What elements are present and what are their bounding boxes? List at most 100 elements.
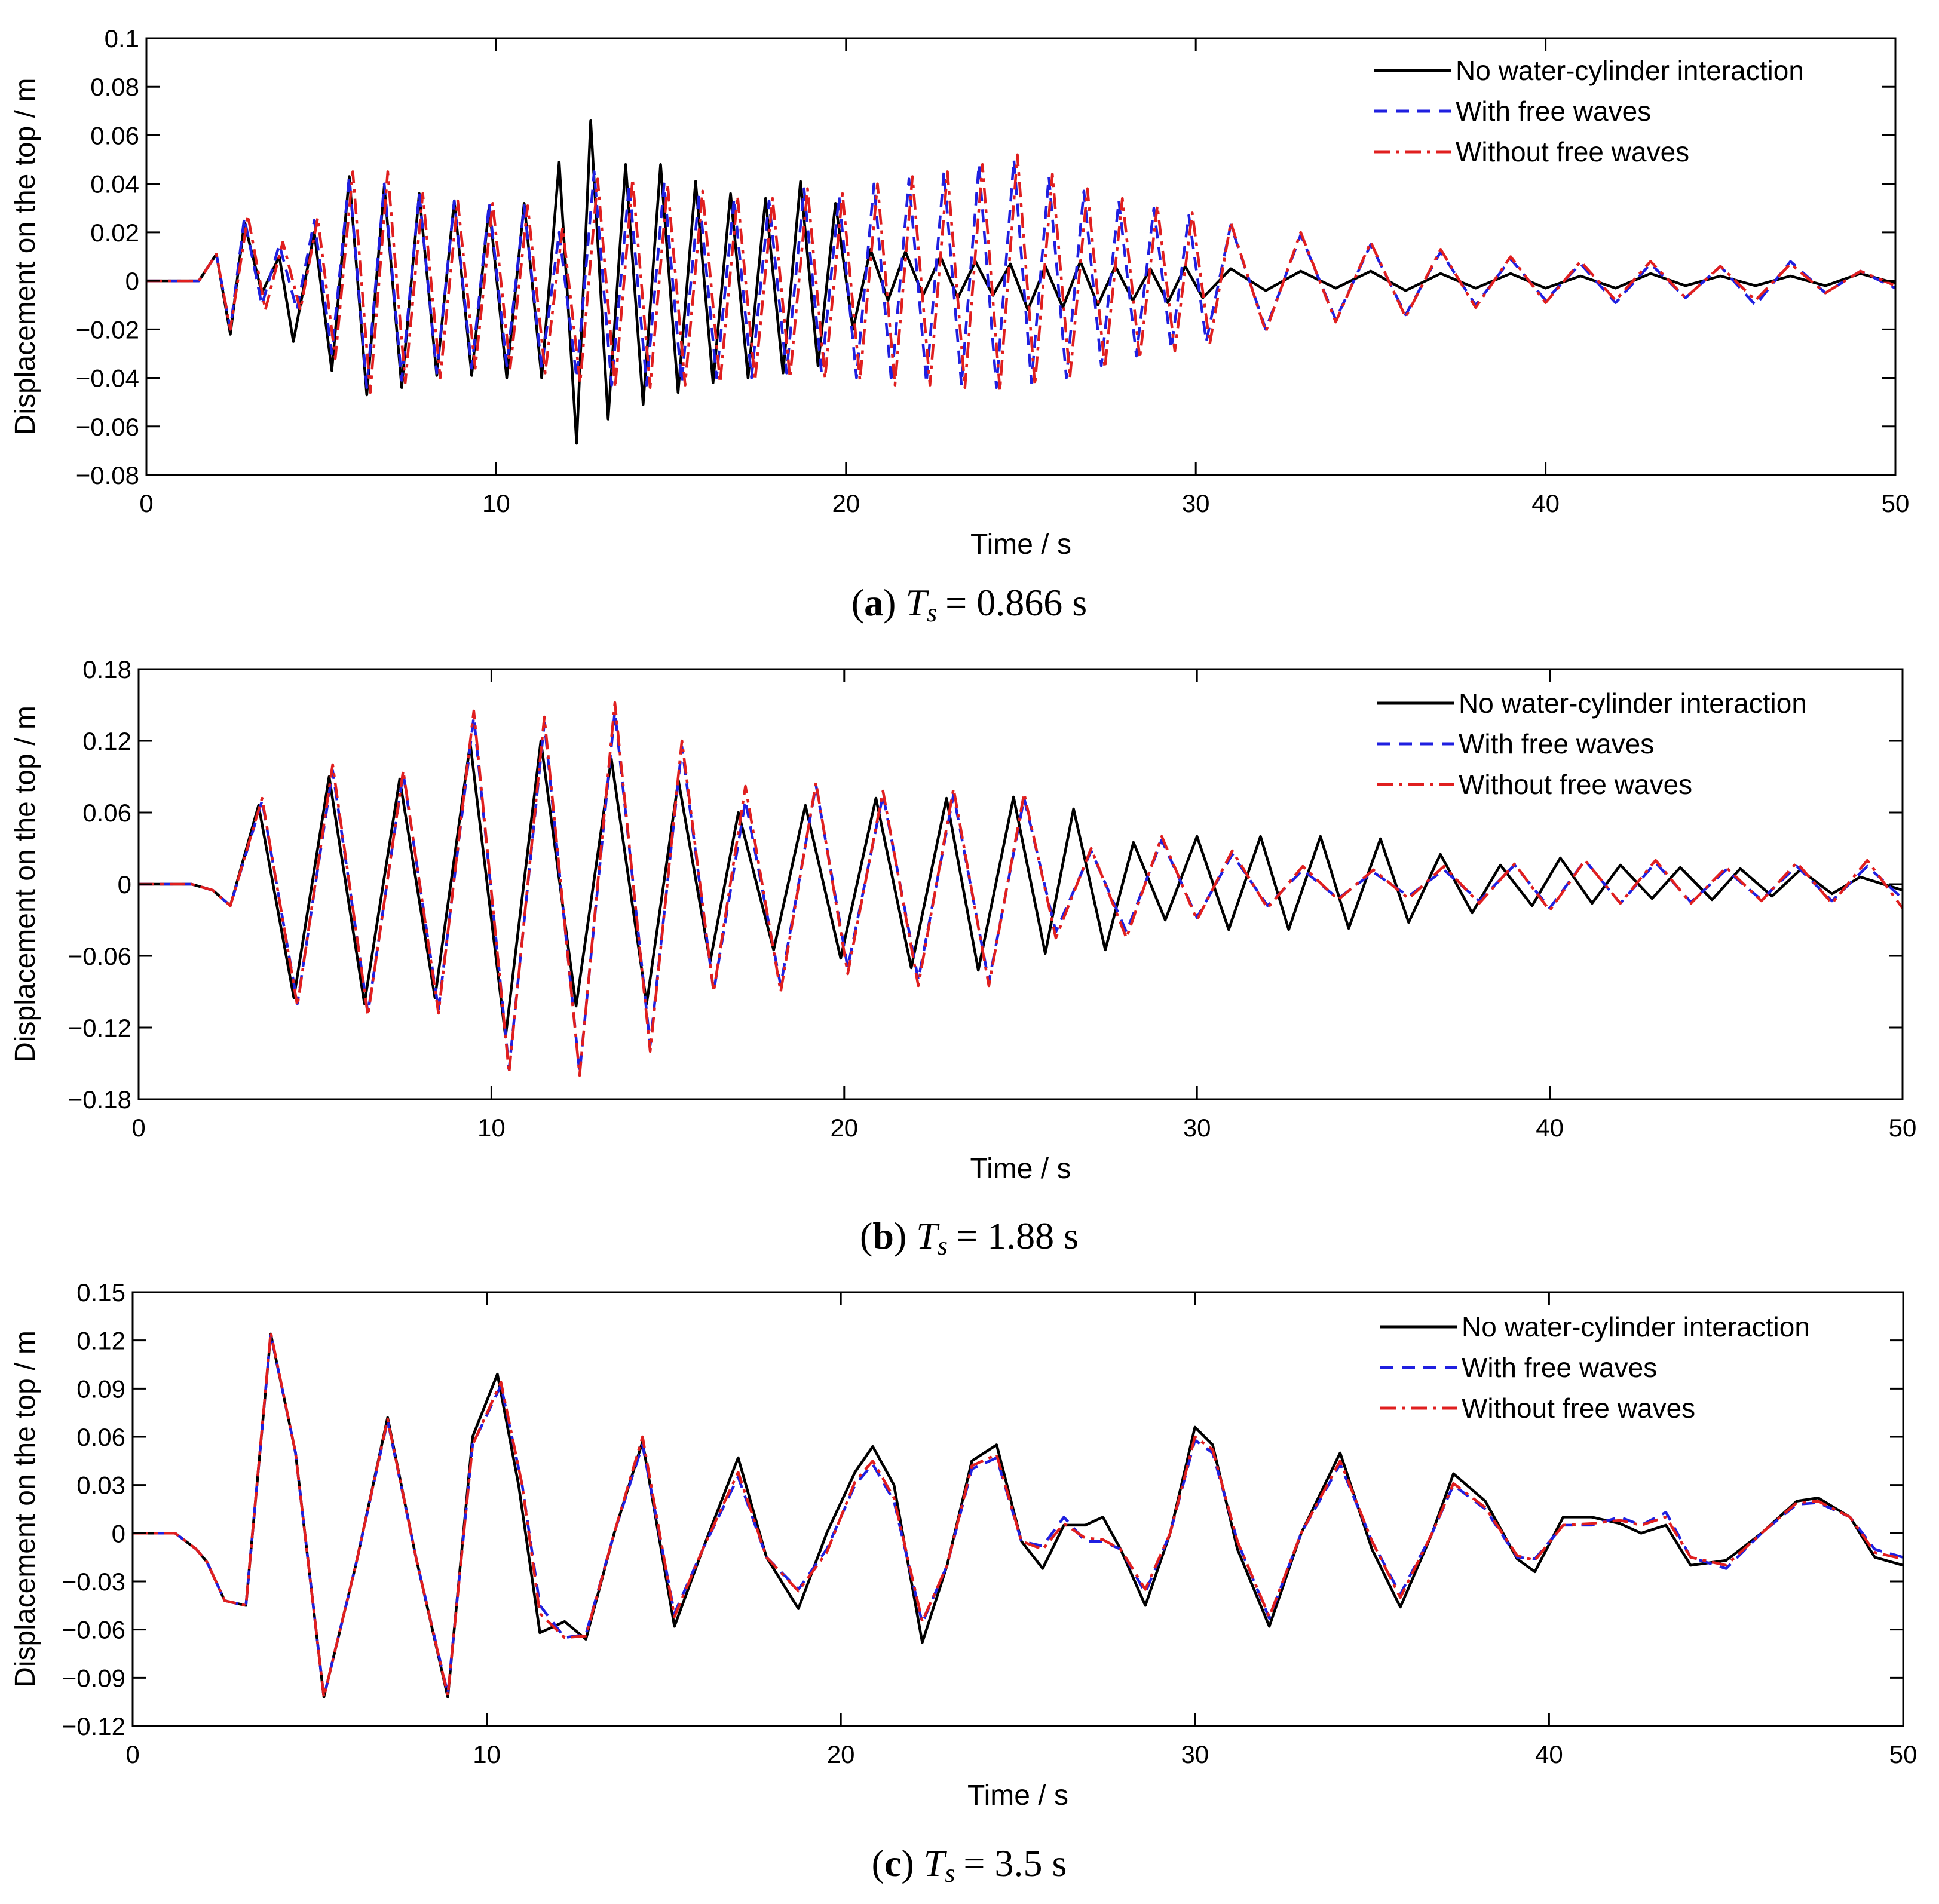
x-tick-label: 30 — [1181, 1740, 1209, 1768]
y-axis-title: Displacement on the top / m — [10, 706, 41, 1063]
y-tick-label: 0.18 — [82, 655, 131, 683]
y-tick-label: 0.06 — [76, 1423, 125, 1451]
y-tick-label: 0.15 — [76, 1278, 125, 1307]
legend-label: No water-cylinder interaction — [1462, 1311, 1810, 1342]
series-line-dashed — [139, 709, 1903, 1075]
y-tick-label: 0 — [112, 1519, 125, 1547]
series-line-dashed — [133, 1332, 1903, 1698]
legend-label: No water-cylinder interaction — [1456, 55, 1804, 86]
caption-paren-open: ( — [860, 1215, 872, 1257]
plot-frame — [145, 37, 1897, 476]
y-axis-title: Displacement on the top / m — [10, 78, 41, 436]
y-tick-label: 0.04 — [90, 170, 139, 198]
y-tick-label: −0.03 — [62, 1568, 125, 1596]
caption-paren-close: ) — [883, 581, 905, 624]
caption-panel-label: b — [872, 1215, 894, 1257]
y-tick-label: −0.09 — [62, 1664, 125, 1692]
x-tick-label: 20 — [830, 1114, 858, 1142]
y-tick-label: 0.06 — [90, 121, 139, 149]
chart-panel-c: 0 10 20 30 40 50 −0.12 −0.09 −0.06 −0.03 0 0.03 0.06… — [10, 1278, 1917, 1888]
legend-label: Without free waves — [1456, 136, 1689, 167]
x-tick-label: 40 — [1535, 1740, 1563, 1768]
chart-panel-b: 0 10 20 30 40 50 −0.18 −0.12 −0.06 0 0.06 0.12 0.18 T… — [10, 655, 1916, 1261]
y-tick-label: 0.06 — [82, 799, 131, 827]
legend-label: Without free waves — [1459, 769, 1692, 800]
caption-paren-open: ( — [851, 581, 864, 624]
x-tick-label: 0 — [125, 1740, 139, 1768]
caption-panel-label: c — [884, 1842, 901, 1884]
x-tick-label: 20 — [827, 1740, 855, 1768]
caption-variable: T — [905, 581, 929, 624]
y-tick-label: 0.09 — [76, 1375, 125, 1403]
plot-frame — [131, 1291, 1904, 1727]
series-group — [146, 119, 1895, 445]
series-group — [139, 701, 1903, 1077]
legend-label: Without free waves — [1462, 1393, 1695, 1424]
y-tick-label: −0.12 — [68, 1014, 131, 1042]
y-tick-label: −0.06 — [76, 413, 139, 441]
y-tick-label: 0.02 — [90, 219, 139, 247]
legend: No water-cylinder interaction With free w… — [1377, 688, 1807, 800]
x-axis-title: Time / s — [970, 1153, 1071, 1185]
y-tick-label: −0.02 — [76, 315, 139, 344]
x-tick-label: 50 — [1889, 1740, 1917, 1768]
legend-label: No water-cylinder interaction — [1459, 688, 1807, 719]
caption-subscript: s — [927, 598, 937, 627]
y-tick-label: 0.12 — [82, 727, 131, 755]
caption-paren-close: ) — [901, 1842, 923, 1884]
y-tick-label: 0.1 — [105, 24, 139, 53]
caption-panel-label: a — [864, 581, 883, 624]
x-tick-label: 10 — [477, 1114, 506, 1142]
y-tick-label: 0.08 — [90, 73, 139, 101]
series-line-dashdot — [146, 153, 1895, 394]
x-tick-label: 10 — [482, 489, 510, 517]
x-tick-label: 30 — [1183, 1114, 1211, 1142]
y-tick-label: 0.03 — [76, 1471, 125, 1500]
y-tick-label: −0.18 — [68, 1086, 131, 1114]
legend-label: With free waves — [1459, 728, 1654, 759]
x-tick-label: 50 — [1882, 489, 1910, 517]
y-tick-label: −0.06 — [68, 942, 131, 970]
x-tick-label: 10 — [473, 1740, 501, 1768]
x-axis-title: Time / s — [970, 529, 1071, 560]
x-tick-label: 0 — [139, 489, 153, 517]
y-tick-label: −0.06 — [62, 1616, 125, 1644]
x-tick-label: 40 — [1536, 1114, 1564, 1142]
x-tick-label: 30 — [1182, 489, 1210, 517]
series-line-solid — [139, 739, 1903, 1039]
panel-caption: (b) Ts = 1.88 s — [860, 1215, 1079, 1261]
legend-label: With free waves — [1456, 96, 1651, 127]
y-tick-label: 0 — [118, 870, 131, 899]
caption-subscript: s — [945, 1859, 955, 1888]
caption-subscript: s — [938, 1231, 948, 1261]
series-group — [133, 1330, 1903, 1698]
x-tick-label: 50 — [1889, 1114, 1917, 1142]
x-tick-label: 40 — [1531, 489, 1560, 517]
y-tick-label: −0.12 — [62, 1712, 125, 1740]
x-axis-title: Time / s — [967, 1780, 1068, 1811]
x-tick-label: 0 — [131, 1114, 145, 1142]
caption-paren-open: ( — [872, 1842, 884, 1884]
caption-variable: T — [916, 1215, 940, 1257]
caption-value: = 3.5 s — [963, 1842, 1067, 1884]
caption-paren-close: ) — [894, 1215, 916, 1257]
y-axis-title: Displacement on the top / m — [10, 1330, 41, 1688]
series-line-dashdot — [139, 701, 1903, 1077]
y-tick-label: −0.08 — [76, 461, 139, 489]
caption-variable: T — [924, 1842, 948, 1884]
caption-value: = 0.866 s — [945, 581, 1087, 624]
legend: No water-cylinder interaction With free w… — [1380, 1311, 1810, 1424]
y-tick-label: −0.04 — [76, 364, 139, 393]
panel-caption: (c) Ts = 3.5 s — [872, 1842, 1067, 1888]
panel-caption: (a) Ts = 0.866 s — [851, 581, 1087, 627]
series-line-solid — [133, 1332, 1903, 1698]
caption-value: = 1.88 s — [956, 1215, 1079, 1257]
x-tick-label: 20 — [832, 489, 860, 517]
series-line-dashdot — [133, 1330, 1903, 1698]
legend-label: With free waves — [1462, 1352, 1657, 1383]
legend: No water-cylinder interaction With free w… — [1374, 55, 1804, 167]
y-tick-label: 0.12 — [76, 1327, 125, 1355]
y-tick-label: 0 — [125, 267, 139, 295]
chart-panel-a: 0 10 20 30 40 50 −0.08 −0.06 −0.04 −0.02 0 0.02 0.04… — [10, 24, 1909, 627]
